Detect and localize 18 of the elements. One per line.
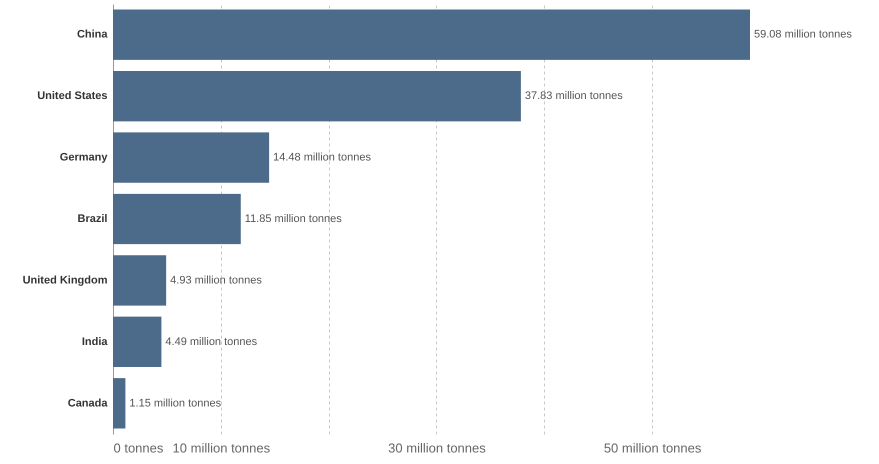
x-tick-label: 10 million tonnes — [172, 440, 271, 456]
data-label: 4.49 million tonnes — [165, 336, 258, 348]
x-tick-label: 0 tonnes — [114, 440, 164, 456]
y-tick-label: Brazil — [78, 213, 108, 225]
y-tick-label: India — [82, 336, 108, 348]
y-tick-label: United Kingdom — [22, 274, 108, 286]
y-tick-label: Germany — [60, 152, 108, 164]
data-label: 59.08 million tonnes — [754, 28, 852, 41]
data-label: 14.48 million tonnes — [273, 152, 372, 164]
data-label: 4.93 million tonnes — [170, 274, 262, 286]
y-tick-label: China — [76, 28, 108, 41]
data-label: 11.85 million tonnes — [244, 213, 342, 225]
data-label: 37.83 million tonnes — [524, 90, 624, 102]
x-tick-label: 50 million tonnes — [604, 440, 702, 456]
x-tick-label: 30 million tonnes — [388, 440, 486, 456]
y-tick-label: Canada — [68, 397, 108, 410]
y-tick-label: United States — [37, 90, 108, 102]
data-label: 1.15 million tonnes — [129, 397, 222, 410]
